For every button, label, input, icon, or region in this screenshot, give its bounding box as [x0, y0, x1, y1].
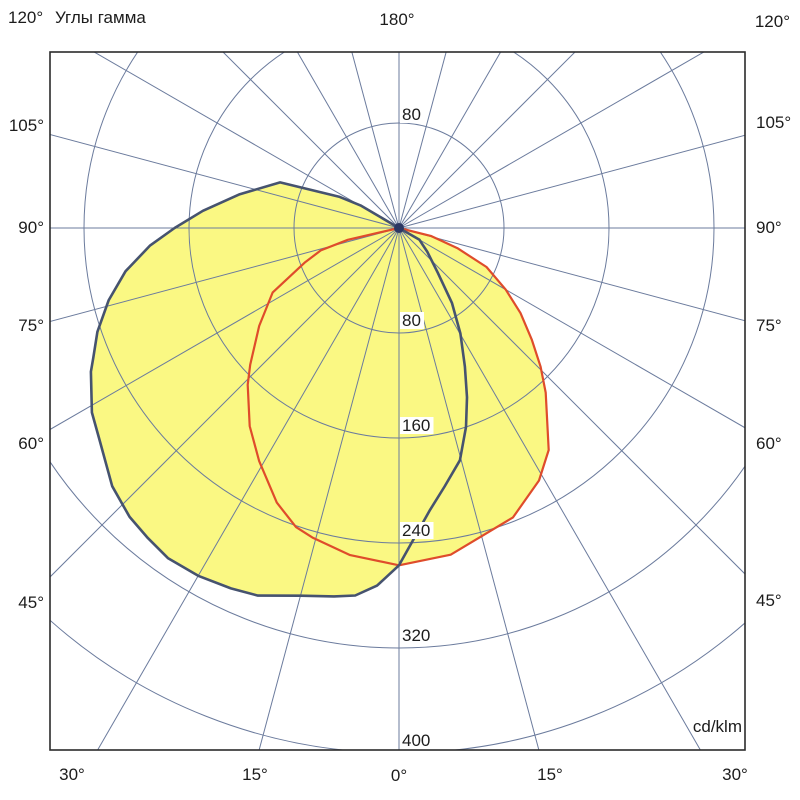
grid-radial-240 [93, 52, 400, 229]
grid-radial-60 [398, 227, 745, 429]
grid-radial-225 [222, 52, 400, 229]
pole-dot [394, 223, 404, 233]
grid-radial-165 [398, 52, 447, 229]
grid-radial-30 [398, 227, 701, 750]
angle-label-right-45: 45° [756, 591, 782, 610]
angle-label-right-75: 75° [756, 316, 782, 335]
grid-radial-15 [398, 227, 540, 750]
grid-radial-330 [97, 227, 400, 750]
grid-radial-300 [50, 227, 400, 431]
grid-radial-75 [398, 227, 745, 322]
grid-radial-105 [398, 134, 745, 229]
value-label-320: 320 [402, 626, 430, 645]
unit-label: cd/klm [693, 717, 742, 736]
value-label-240-bg [400, 522, 434, 539]
grid-radial-285 [50, 227, 400, 323]
grid-radial-135 [398, 52, 576, 229]
angle-label-bottom-15l: 15° [242, 765, 268, 784]
angle-label-left-45: 45° [18, 593, 44, 612]
grid-radial-120 [398, 52, 705, 229]
angle-label-left-90: 90° [18, 218, 44, 237]
radial-value-labels: 80 80 160 240 320 400 [400, 105, 434, 750]
grid-radial-45 [398, 227, 745, 575]
angle-label-bottom-30r: 30° [722, 765, 748, 784]
value-label-80-bg [400, 312, 424, 329]
value-label-160-bg [400, 417, 434, 434]
chart-title: Углы гамма [55, 8, 146, 27]
curves [89, 181, 550, 598]
grid-radial-195 [351, 52, 400, 229]
plot-border [49, 51, 746, 751]
value-label-80: 80 [402, 311, 421, 330]
value-label-160: 160 [402, 416, 430, 435]
value-label-above-80: 80 [402, 105, 421, 124]
angle-label-left-105: 105° [9, 116, 44, 135]
angle-label-left-75: 75° [18, 316, 44, 335]
angle-label-right-60: 60° [756, 434, 782, 453]
angle-label-bottom-30l: 30° [59, 765, 85, 784]
yellow-fill-region [90, 182, 549, 597]
grid-radial-255 [50, 133, 400, 229]
angle-label-right-105: 105° [756, 113, 791, 132]
angle-label-top-center: 180° [379, 10, 414, 29]
angle-label-right-90: 90° [756, 218, 782, 237]
grid-radial-150 [398, 52, 502, 229]
value-label-240: 240 [402, 521, 430, 540]
blue-curve [89, 181, 469, 598]
red-curve [246, 226, 550, 567]
value-label-above-80-bg [400, 106, 424, 123]
grid-radial-210 [296, 52, 400, 229]
angle-label-bottom-15r: 15° [537, 765, 563, 784]
value-label-400: 400 [402, 731, 430, 750]
angle-label-left-60: 60° [18, 434, 44, 453]
angle-label-top-right: 120° [755, 12, 790, 31]
red-curve-fill [247, 228, 549, 566]
grid-radial-345 [258, 227, 400, 750]
angle-label-top-left: 120° [8, 8, 43, 27]
value-label-400-bg [400, 732, 434, 749]
angle-label-bottom-0: 0° [391, 766, 407, 785]
value-label-320-bg [400, 627, 434, 644]
